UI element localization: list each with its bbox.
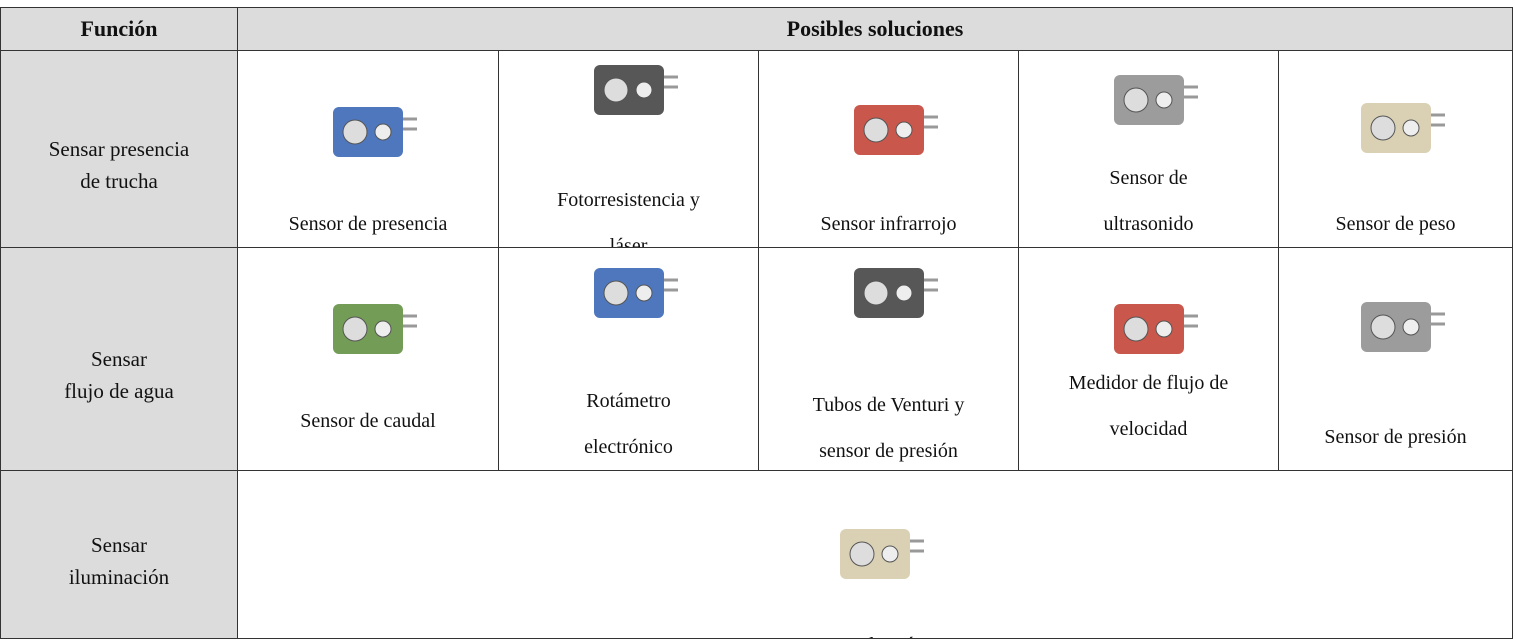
solution-cell: Sensor de presencia: [238, 51, 499, 248]
solution-text: láser: [609, 235, 648, 248]
solution-text: Sensor infrarrojo: [820, 213, 957, 235]
header-cell: Función: [1, 8, 238, 51]
sensor-image: [1113, 304, 1198, 354]
solution-text: Fotorresistencia y: [557, 189, 700, 211]
function-cell: Sensar iluminación: [1, 471, 238, 639]
sensor-image: [853, 268, 938, 318]
solution-cell: Sensor de caudal: [238, 248, 499, 471]
solution-label: Rotámetro electrónico: [499, 378, 758, 470]
sensor-image: [593, 268, 678, 318]
solution-cell: Sensor electrónico: [238, 471, 1513, 639]
sensor-image: [593, 65, 678, 115]
function-text: Sensar: [91, 532, 147, 557]
solution-label: Fotorresistencia y láser: [499, 177, 758, 248]
sensor-image: [1113, 75, 1198, 125]
solution-text: ultrasonido: [1103, 213, 1194, 235]
solution-label: Sensor de caudal: [238, 398, 498, 444]
solution-cell: Fotorresistencia y láser: [499, 51, 759, 248]
solution-cell: Sensor infrarrojo: [759, 51, 1019, 248]
solution-text: Tubos de Venturi y: [812, 394, 965, 416]
solution-text: Sensor de peso: [1335, 213, 1456, 235]
solution-text: Sensor de presión: [1324, 426, 1467, 448]
solution-cell: Medidor de flujo de velocidad: [1019, 248, 1279, 471]
solution-label: Sensor infrarrojo: [759, 201, 1018, 247]
function-text: Sensar: [91, 347, 147, 371]
solution-text: Sensor de: [1109, 167, 1188, 189]
solution-cell: Rotámetro electrónico: [499, 248, 759, 471]
table: Función Posibles soluciones Sensar presenc…: [0, 7, 1513, 639]
solution-text: Sensor electrónico: [238, 622, 1512, 638]
solution-label: Medidor de flujo de velocidad: [1019, 360, 1278, 452]
solution-text: sensor de presión: [819, 440, 958, 462]
solution-text: Sensor de caudal: [300, 410, 436, 432]
solution-label: Tubos de Venturi y sensor de presión: [759, 382, 1018, 470]
header-cell: Posibles soluciones: [238, 8, 1513, 51]
sensor-image: [333, 107, 417, 157]
sensor-image: [840, 529, 924, 579]
solution-text: Sensor de presencia: [288, 213, 448, 235]
function-text: flujo de agua: [64, 379, 174, 403]
function-cell: Sensar flujo de agua: [1, 248, 238, 471]
solution-cell: Sensor de presión: [1279, 248, 1513, 471]
sensor-image: [1360, 103, 1445, 153]
solution-label: Sensor de ultrasonido: [1019, 155, 1278, 247]
solution-label: Sensor de presencia: [238, 201, 498, 247]
solution-text: Rotámetro: [586, 390, 671, 412]
solution-cell: Sensor de ultrasonido: [1019, 51, 1279, 248]
solution-label: Sensor de peso: [1279, 201, 1512, 247]
function-text: iluminación: [68, 564, 170, 589]
solution-cell: Sensor de peso: [1279, 51, 1513, 248]
sensor-image: [853, 105, 938, 155]
solution-label: Sensor de presión: [1279, 414, 1512, 460]
function-text: de trucha: [80, 169, 158, 193]
function-text: Sensar presencia: [48, 137, 190, 161]
solution-cell: Tubos de Venturi y sensor de presión: [759, 248, 1019, 471]
solution-label: Sensor electrónico: [238, 622, 1512, 638]
solution-text: electrónico: [584, 436, 673, 458]
sensor-image: [1360, 302, 1445, 352]
sensor-image: [333, 304, 417, 354]
solution-text: velocidad: [1109, 418, 1188, 440]
solution-text: Medidor de flujo de: [1068, 372, 1229, 394]
function-cell: Sensar presencia de trucha: [1, 51, 238, 248]
